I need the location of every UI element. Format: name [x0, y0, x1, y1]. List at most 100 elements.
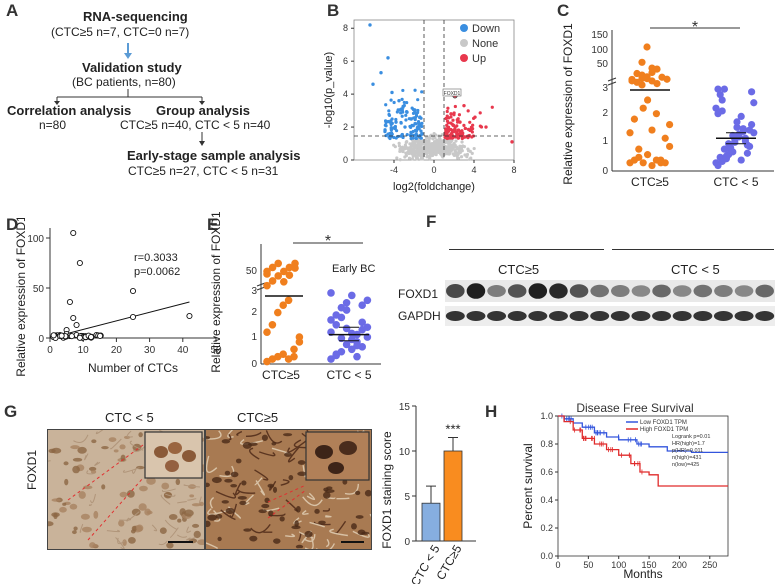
- volcano-point: [444, 139, 448, 144]
- ihc1-fiber: [176, 534, 188, 538]
- volcano-point-down: [401, 88, 405, 93]
- volcano-point-up: [470, 130, 474, 134]
- volcano-point: [398, 158, 402, 162]
- ihc2-fiber: [206, 430, 222, 440]
- e-dot-high-group: [268, 263, 277, 272]
- volcano-point-down: [416, 98, 420, 102]
- ihc2-cell: [297, 471, 307, 477]
- e-dot-high-group: [295, 333, 304, 341]
- ihc1-cell: [159, 527, 167, 535]
- ihc2-cell: [318, 520, 326, 525]
- e-dot-low-group: [342, 306, 351, 314]
- gapdh-band: [487, 311, 507, 321]
- group-title: Group analysis: [156, 103, 250, 118]
- e-xtick-high: CTC≥5: [262, 368, 300, 382]
- ihc1-cell: [62, 502, 67, 506]
- volcano-point-down: [404, 118, 408, 122]
- e-dot-high-group: [263, 328, 271, 336]
- ihc2-fiber: [249, 447, 260, 460]
- g-ytick: 5: [404, 492, 410, 503]
- c-dot-low-group: [737, 112, 745, 120]
- volcano-point: [439, 139, 443, 143]
- e-dot-low-group: [342, 324, 351, 333]
- foxd1-band: [549, 283, 568, 299]
- volcano-ytick: 2: [343, 122, 348, 132]
- ihc2-fiber: [344, 483, 360, 495]
- ihc2-fiber: [220, 509, 236, 521]
- panel-label-e: E: [207, 215, 219, 234]
- gapdh-band: [755, 311, 775, 321]
- volcano-point-up: [445, 131, 449, 135]
- volcano-point-down: [384, 121, 388, 125]
- c-xtick-high: CTC≥5: [631, 175, 669, 189]
- foxd1-band: [590, 284, 609, 298]
- early-stage-title: Early-stage sample analysis: [127, 148, 301, 163]
- ihc1-fiber: [186, 526, 192, 533]
- gapdh-band: [445, 311, 465, 321]
- ihc2-cell: [239, 500, 247, 506]
- gapdh-band: [528, 311, 548, 321]
- volcano-point: [433, 140, 437, 144]
- d-point: [68, 333, 75, 340]
- e-dot-high-group: [268, 321, 277, 329]
- volcano-point: [432, 132, 436, 136]
- volcano-point-down: [399, 120, 403, 125]
- volcano-point: [456, 151, 460, 155]
- ihc1-cell: [123, 435, 131, 439]
- ihc2-cell: [324, 489, 335, 493]
- ihc1-fiber: [131, 468, 137, 474]
- volcano-point: [397, 144, 402, 148]
- volcano-point: [393, 145, 397, 149]
- ihc-image-ctc-high: [205, 429, 372, 550]
- volcano-point-down: [418, 115, 422, 120]
- ihc2-fiber: [302, 496, 323, 507]
- c-dot-high-group: [663, 75, 671, 83]
- e-dot-low-group: [348, 329, 356, 338]
- ihc2-cell: [207, 514, 217, 521]
- c-ytick: 1: [602, 136, 608, 147]
- volcano-point-down: [394, 129, 399, 133]
- d-xlabel: Number of CTCs: [88, 361, 178, 375]
- ihc-image-ctc-low: [47, 429, 205, 550]
- volcano-point: [460, 140, 464, 144]
- ihc2-fiber: [265, 430, 283, 444]
- volcano-point-down: [411, 129, 415, 134]
- ihc1-fiber: [73, 434, 89, 443]
- c-dot-high-group: [643, 73, 651, 81]
- c-dot-low-group: [718, 96, 726, 104]
- ihc1-fiber: [94, 461, 101, 466]
- volcano-point-down: [417, 121, 421, 126]
- ihc1-cell: [191, 503, 202, 507]
- c-ytick: 0: [602, 166, 608, 177]
- ihc2-cell: [241, 480, 247, 486]
- ihc2-cell: [261, 434, 268, 441]
- c-dot-low-group: [720, 145, 728, 153]
- e-dot-high-group: [274, 308, 282, 317]
- volcano-point-down: [383, 128, 387, 132]
- d-point: [88, 333, 95, 341]
- ihc2-cell: [279, 516, 285, 522]
- ihc2-fiber: [254, 469, 269, 481]
- volcano-point-up: [478, 111, 482, 115]
- c-dot-high-group: [666, 120, 674, 129]
- ihc1-cell: [175, 478, 181, 486]
- ihc1-cell: [83, 485, 93, 490]
- volcano-point: [468, 157, 472, 161]
- ihc1-cell: [131, 508, 141, 516]
- ihc2-fiber: [255, 480, 266, 496]
- volcano-point-down: [409, 136, 413, 141]
- foxd1-band: [693, 284, 713, 298]
- ihc2-cell: [364, 489, 371, 497]
- ihc2-cell: [291, 525, 301, 530]
- foxd1-band: [714, 285, 733, 297]
- c-ytick: 50: [597, 59, 609, 70]
- ihc1-fiber: [88, 504, 93, 507]
- ihc2-fiber: [213, 509, 221, 522]
- d-ytick: 50: [33, 284, 45, 295]
- rna-seq-title: RNA-sequencing: [83, 9, 188, 24]
- volcano-point: [440, 133, 444, 137]
- ihc2-cell: [224, 478, 233, 483]
- group-expression-plot: Relative expression of FOXD1 0 1 2 3 50 …: [561, 19, 774, 189]
- volcano-point-up: [446, 106, 450, 110]
- western-blot: [445, 280, 775, 326]
